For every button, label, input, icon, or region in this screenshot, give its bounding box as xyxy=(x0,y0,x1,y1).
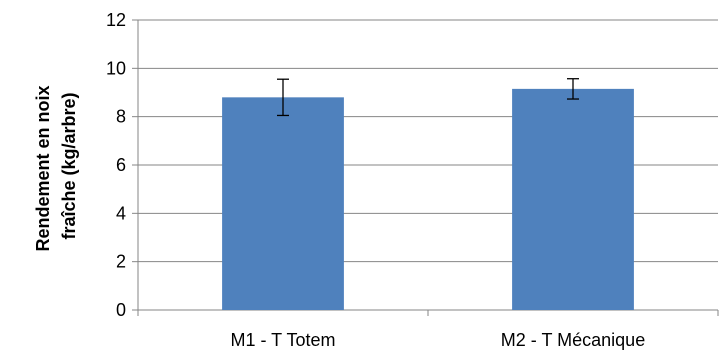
y-tick-label: 0 xyxy=(116,300,126,320)
x-tick-label: M2 - T Mécanique xyxy=(501,330,645,350)
y-tick-label: 10 xyxy=(106,58,126,78)
bar xyxy=(222,97,344,310)
y-axis-label: Rendement en noix fraîche (kg/arbre) xyxy=(33,80,79,251)
y-tick-label: 2 xyxy=(116,252,126,272)
x-tick-labels: M1 - T Totem M2 - T Mécanique xyxy=(230,330,645,350)
y-tick-label: 8 xyxy=(116,107,126,127)
y-tick-label: 12 xyxy=(106,10,126,30)
y-tick-label: 4 xyxy=(116,203,126,223)
y-axis-label-line-2: fraîche (kg/arbre) xyxy=(59,92,79,239)
bars xyxy=(222,88,634,310)
x-tick-label: M1 - T Totem xyxy=(230,330,335,350)
y-tick-labels: 0 2 4 6 8 10 12 xyxy=(106,10,126,320)
bar xyxy=(512,88,634,310)
y-axis-label-line-1: Rendement en noix xyxy=(33,85,53,251)
error-bars xyxy=(277,78,579,117)
y-tick-label: 6 xyxy=(116,155,126,175)
